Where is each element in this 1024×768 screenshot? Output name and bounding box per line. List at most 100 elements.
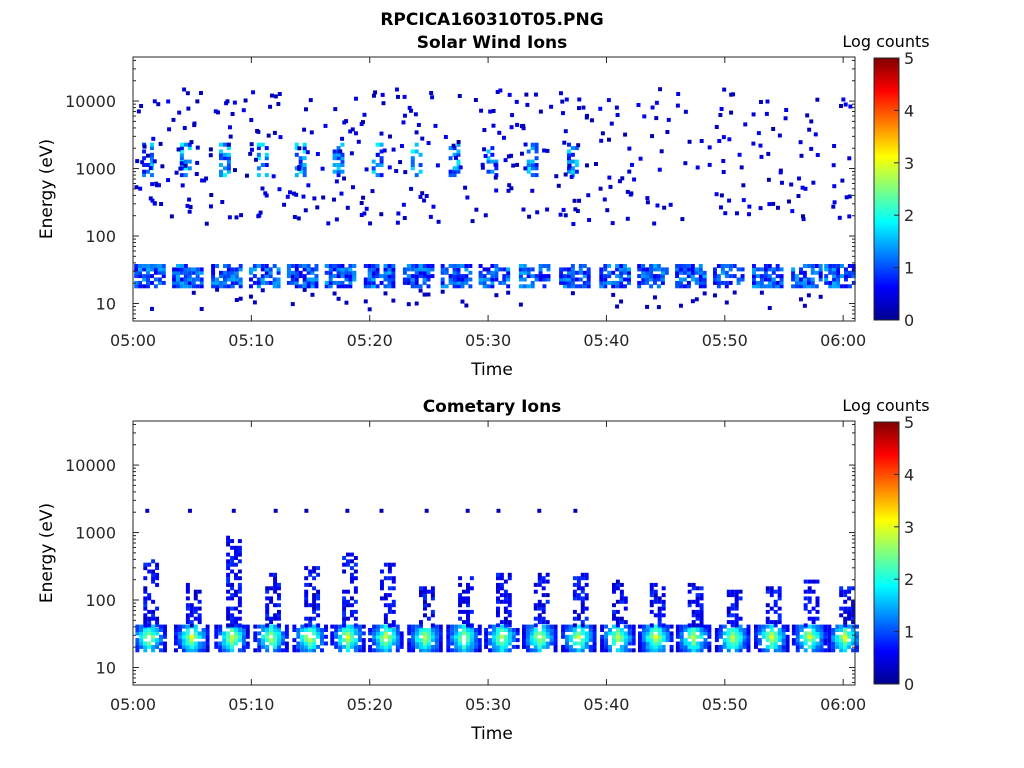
heatmap-cell [183, 142, 188, 147]
heatmap-cell [383, 562, 388, 567]
heatmap-cell [269, 620, 274, 625]
heatmap-cell [541, 609, 546, 614]
heatmap-cell [815, 628, 820, 632]
heatmap-cell [334, 634, 339, 639]
heatmap-cell [288, 190, 292, 195]
heatmap-cell [502, 277, 507, 282]
heatmap-cell [507, 620, 512, 625]
heatmap-cell [241, 634, 246, 639]
heatmap-cell [619, 264, 624, 268]
heatmap-cell [407, 624, 412, 629]
heatmap-cells [135, 508, 859, 653]
heatmap-cell [653, 648, 658, 653]
heatmap-cell [645, 641, 650, 646]
heatmap-cell [163, 628, 167, 632]
heatmap-cell [147, 623, 152, 628]
heatmap-cell [312, 586, 317, 591]
heatmap-cell [777, 634, 782, 639]
heatmap-cell [806, 277, 811, 282]
heatmap-cell [665, 631, 670, 636]
heatmap-cell [771, 277, 776, 282]
heatmap-cell [260, 280, 265, 285]
heatmap-cell [395, 638, 400, 643]
heatmap-cell [546, 267, 551, 272]
heatmap-cell [300, 644, 305, 649]
heatmap-cell [642, 624, 646, 629]
heatmap-cell [466, 628, 470, 632]
heatmap-cell [226, 638, 231, 643]
heatmap-cell [661, 586, 666, 591]
heatmap-cell [219, 156, 223, 161]
heatmap-cell [615, 620, 620, 625]
heatmap-cell [379, 163, 384, 167]
heatmap-cell [230, 267, 235, 272]
heatmap-cell [839, 624, 844, 629]
heatmap-cell [466, 586, 470, 591]
heatmap-cell [482, 128, 487, 132]
x-tick-label: 05:00 [110, 331, 156, 350]
heatmap-cell [756, 280, 760, 285]
heatmap-cell [831, 648, 836, 653]
heatmap-cell [230, 562, 235, 567]
heatmap-cell [608, 631, 612, 636]
heatmap-cell [464, 280, 469, 285]
heatmap-cell [567, 166, 571, 171]
heatmap-cell [777, 613, 782, 618]
heatmap-cell [257, 641, 262, 646]
heatmap-cell [490, 284, 495, 289]
heatmap-cell [795, 648, 800, 653]
heatmap-cell [464, 277, 469, 282]
heatmap-cell [450, 628, 455, 632]
heatmap-cell [376, 638, 380, 643]
heatmap-cell [426, 270, 431, 275]
heatmap-cell [563, 267, 567, 272]
heatmap-cell [657, 167, 662, 172]
heatmap-cell [851, 634, 856, 639]
heatmap-cell [388, 134, 392, 139]
heatmap-cell [855, 641, 859, 646]
heatmap-cell [350, 638, 354, 643]
heatmap-cell [683, 267, 687, 272]
heatmap-cell [653, 593, 658, 598]
heatmap-cell [615, 113, 620, 117]
heatmap-cell [645, 274, 650, 279]
heatmap-cell [411, 628, 416, 632]
heatmap-cell [256, 264, 261, 268]
heatmap-cell [406, 302, 411, 307]
heatmap-cell [615, 638, 620, 643]
heatmap-cell [851, 638, 856, 643]
heatmap-cell [738, 638, 743, 643]
heatmap-cell [195, 267, 200, 272]
heatmap-cell [387, 641, 392, 646]
heatmap-cell [155, 183, 159, 188]
heatmap-cell [575, 209, 580, 213]
heatmap-cell [332, 197, 336, 202]
heatmap-cell [612, 641, 616, 646]
heatmap-cell [278, 135, 283, 140]
heatmap-cell [690, 264, 695, 268]
heatmap-cell [703, 644, 708, 649]
heatmap-cell [847, 613, 852, 618]
heatmap-cell [469, 644, 474, 649]
heatmap-cell [549, 638, 554, 643]
heatmap-cell [312, 566, 317, 571]
heatmap-cell [189, 641, 194, 646]
heatmap-cell [148, 166, 153, 170]
heatmap-cell [257, 648, 262, 653]
heatmap-cell [371, 166, 376, 171]
heatmap-cell [664, 270, 669, 275]
heatmap-cell [791, 638, 796, 643]
heatmap-cell [234, 638, 238, 643]
heatmap-cell [839, 641, 844, 646]
heatmap-cell [359, 213, 364, 217]
heatmap-cell [269, 641, 274, 646]
heatmap-cell [844, 270, 848, 275]
heatmap-cell [214, 624, 219, 629]
heatmap-cell [438, 648, 443, 653]
heatmap-cell [469, 623, 474, 628]
heatmap-cell [410, 267, 415, 272]
heatmap-cell [381, 101, 386, 106]
heatmap-cell [234, 277, 239, 282]
heatmap-cell [661, 644, 666, 649]
